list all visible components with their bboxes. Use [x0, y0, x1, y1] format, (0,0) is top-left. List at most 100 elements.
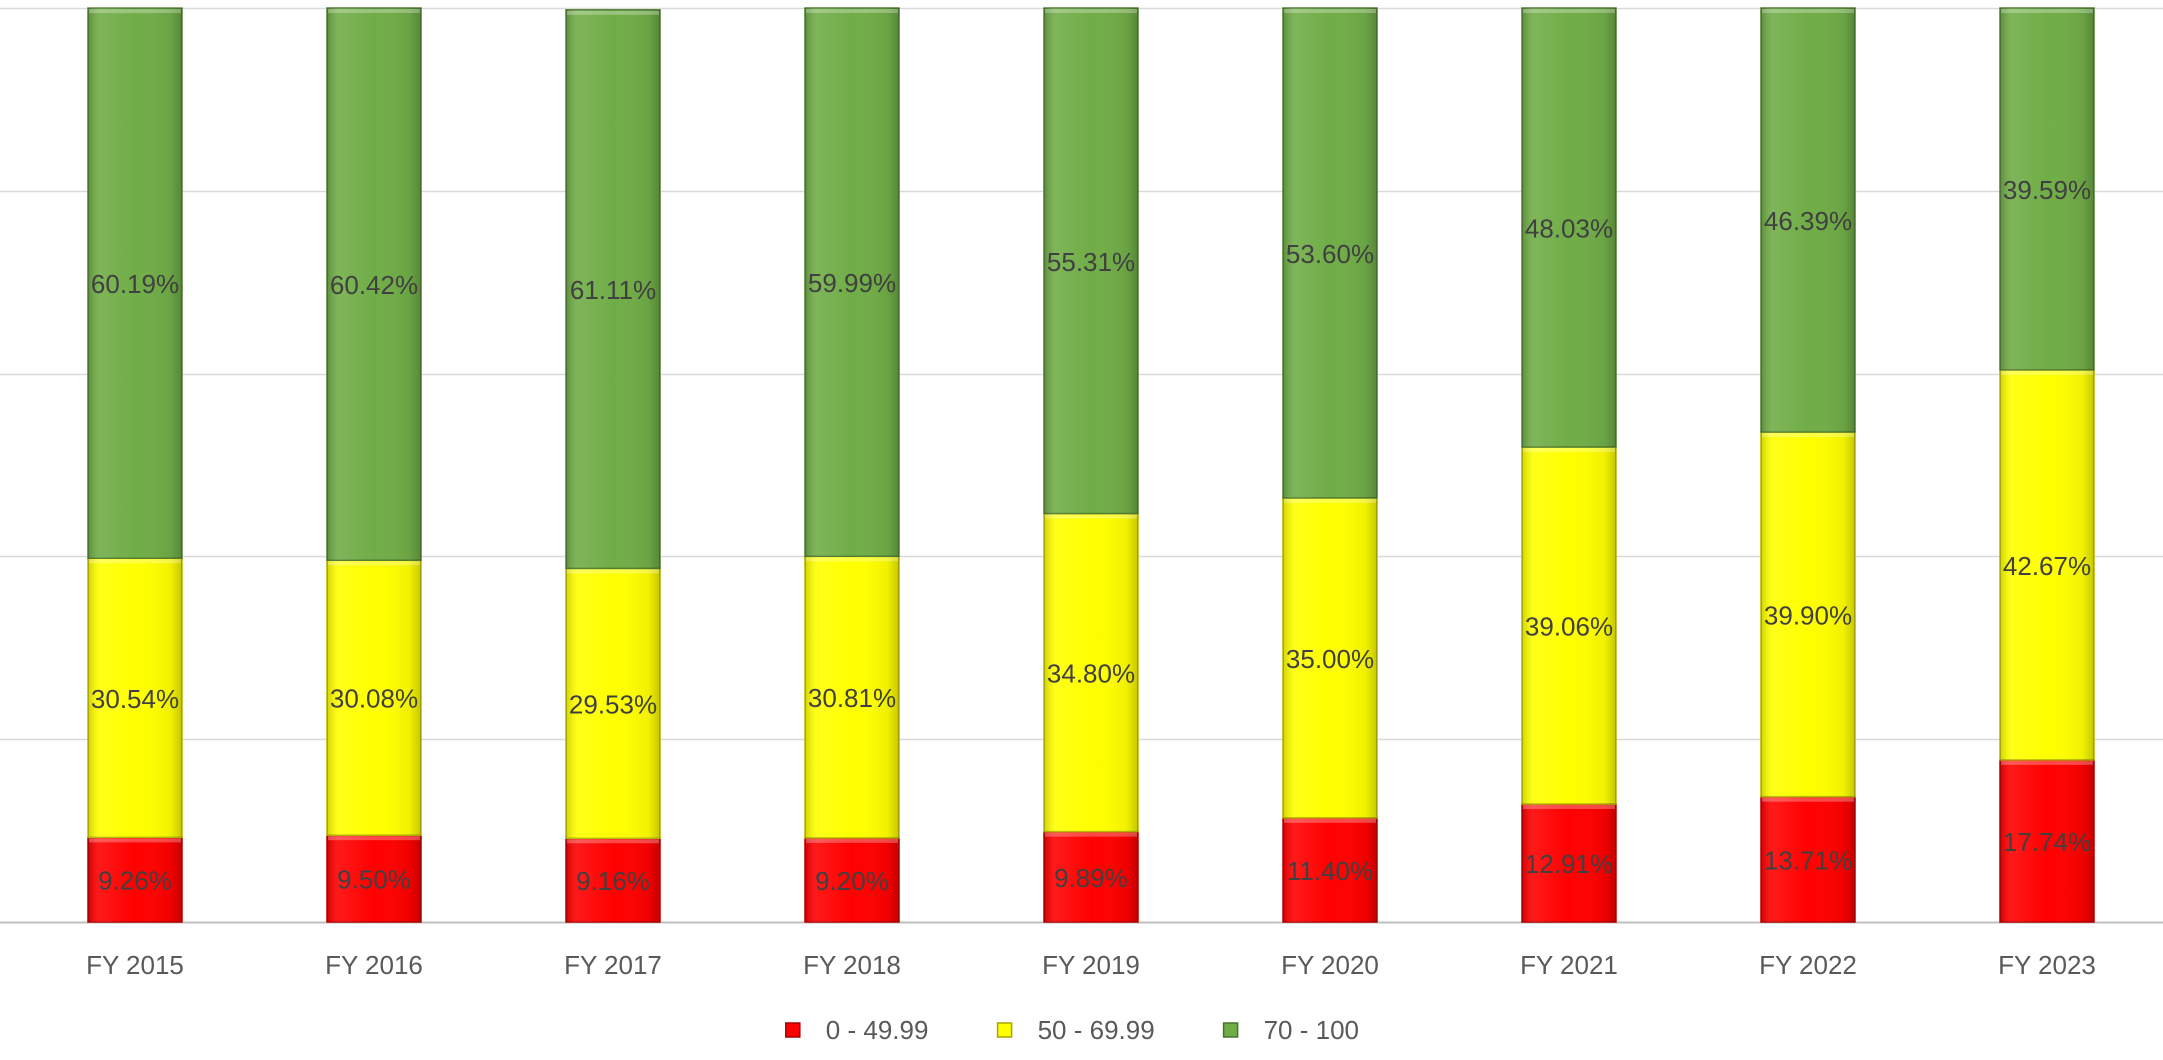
data-label: 9.89%: [1054, 863, 1128, 893]
bar-segment-highlight: [1762, 433, 1854, 438]
bar-segment-shade: [1761, 796, 1855, 922]
bar-segment-highlight: [89, 9, 181, 14]
data-label: 9.20%: [815, 866, 889, 896]
bar-segment: [87, 836, 183, 923]
bar-segment-shade: [327, 560, 421, 836]
bar-segment-shade: [1044, 8, 1138, 514]
bar-segment-highlight: [2001, 760, 2093, 765]
data-label: 34.80%: [1047, 659, 1135, 689]
data-label: 39.59%: [2003, 175, 2091, 205]
x-tick-label: FY 2020: [1281, 950, 1379, 980]
x-tick-label: FY 2018: [803, 950, 901, 980]
bar-segment: [565, 9, 661, 570]
legend-swatch: [996, 1022, 1013, 1038]
data-label: 12.91%: [1525, 849, 1613, 879]
bar-segment-shade: [2000, 369, 2094, 760]
bar-segment-highlight: [1284, 9, 1376, 13]
bars: [87, 7, 2095, 923]
bar-segment: [87, 557, 183, 839]
bar-segment-shade: [1761, 432, 1855, 797]
bar-segment: [804, 555, 900, 839]
data-label: 46.39%: [1764, 206, 1852, 236]
bar-segment-highlight: [567, 839, 659, 844]
bar-segment-shade: [805, 556, 899, 838]
bar-segment-shade: [2000, 8, 2094, 370]
bar-segment: [1999, 369, 2095, 761]
x-tick-label: FY 2021: [1520, 950, 1618, 980]
bar-segment-shade: [327, 8, 421, 561]
bar-segment-shade: [1283, 817, 1377, 922]
bar-segment-highlight: [2001, 9, 2093, 13]
bar-segment: [1521, 446, 1617, 805]
data-label: 48.03%: [1525, 213, 1613, 243]
data-label: 42.67%: [2003, 551, 2091, 581]
bar-segment: [87, 7, 183, 559]
bar-segment-highlight: [806, 557, 898, 562]
bar-segment: [1282, 7, 1378, 499]
bar-segment-shade: [1761, 8, 1855, 433]
bar-segment: [1043, 830, 1139, 923]
bar-segment-highlight: [2001, 370, 2093, 375]
bar-segment-highlight: [328, 836, 420, 841]
bar-segment-highlight: [567, 569, 659, 574]
legend-swatch: [1222, 1022, 1239, 1038]
data-label: 60.19%: [91, 269, 179, 299]
bar-segment: [1043, 7, 1139, 515]
bar-segment-highlight: [89, 838, 181, 843]
data-label: 60.42%: [330, 270, 418, 300]
bar-segment: [804, 837, 900, 923]
bar-segment-highlight: [1523, 805, 1615, 810]
x-tick-label: FY 2016: [325, 950, 423, 980]
bar-segment: [326, 7, 422, 561]
bar-segment-shade: [1283, 8, 1377, 498]
data-label: 9.16%: [576, 866, 650, 896]
data-label: 30.81%: [808, 683, 896, 713]
bar-segment-shade: [1283, 497, 1377, 818]
data-label: 11.40%: [1287, 856, 1373, 886]
bar-segment: [1521, 7, 1617, 448]
bar-segment-highlight: [1045, 514, 1137, 519]
legend-item: 0 - 49.99: [785, 1015, 928, 1045]
bar-segment-highlight: [1284, 818, 1376, 823]
bar-segment-shade: [1044, 513, 1138, 832]
bar-segment-shade: [88, 8, 182, 559]
bar-segment: [326, 559, 422, 836]
legend-swatch: [785, 1022, 801, 1038]
x-tick-label: FY 2022: [1759, 950, 1857, 980]
bar-segment-highlight: [89, 559, 181, 564]
bar-segment-shade: [566, 568, 660, 839]
data-labels: 9.26% 30.54% 60.19% 9.50% 30.08% 60.42% 9.16% 2…: [91, 175, 2091, 896]
x-tick-label: FY 2017: [564, 950, 662, 980]
legend-label: 50 - 69.99: [1038, 1015, 1155, 1045]
bar-segment-highlight: [1762, 9, 1854, 13]
bar-segment-highlight: [1762, 797, 1854, 802]
bar-segment: [1760, 431, 1856, 798]
bar-segment-highlight: [1284, 498, 1376, 503]
x-tick-label: FY 2019: [1042, 950, 1140, 980]
bar-segment: [1043, 512, 1139, 833]
bar-segment: [1521, 803, 1617, 923]
bar-segment-shade: [1522, 8, 1616, 447]
data-label: 9.50%: [337, 865, 411, 895]
data-label: 29.53%: [569, 689, 657, 719]
bar-segment-shade: [2000, 759, 2094, 922]
bar-segment-shade: [88, 558, 182, 838]
x-tick-label: FY 2015: [86, 950, 184, 980]
bar-segment: [326, 834, 422, 923]
data-label: 61.11%: [570, 275, 656, 305]
x-axis: FY 2015 FY 2016 FY 2017 FY 2018 FY 2019 FY 20…: [86, 950, 2096, 980]
bar-segment: [1282, 817, 1378, 923]
bar-segment-shade: [566, 9, 660, 569]
bar-segment-highlight: [1523, 447, 1615, 452]
x-tick-label: FY 2023: [1998, 950, 2096, 980]
bar-segment: [1999, 759, 2095, 923]
bar-segment-highlight: [1045, 832, 1137, 837]
bar-segment-shade: [1522, 446, 1616, 805]
legend-item: 70 - 100: [1222, 1015, 1359, 1045]
bar-segment-highlight: [328, 9, 420, 13]
data-label: 30.54%: [91, 684, 179, 714]
bar-segment-highlight: [806, 9, 898, 13]
data-label: 39.90%: [1764, 600, 1852, 630]
